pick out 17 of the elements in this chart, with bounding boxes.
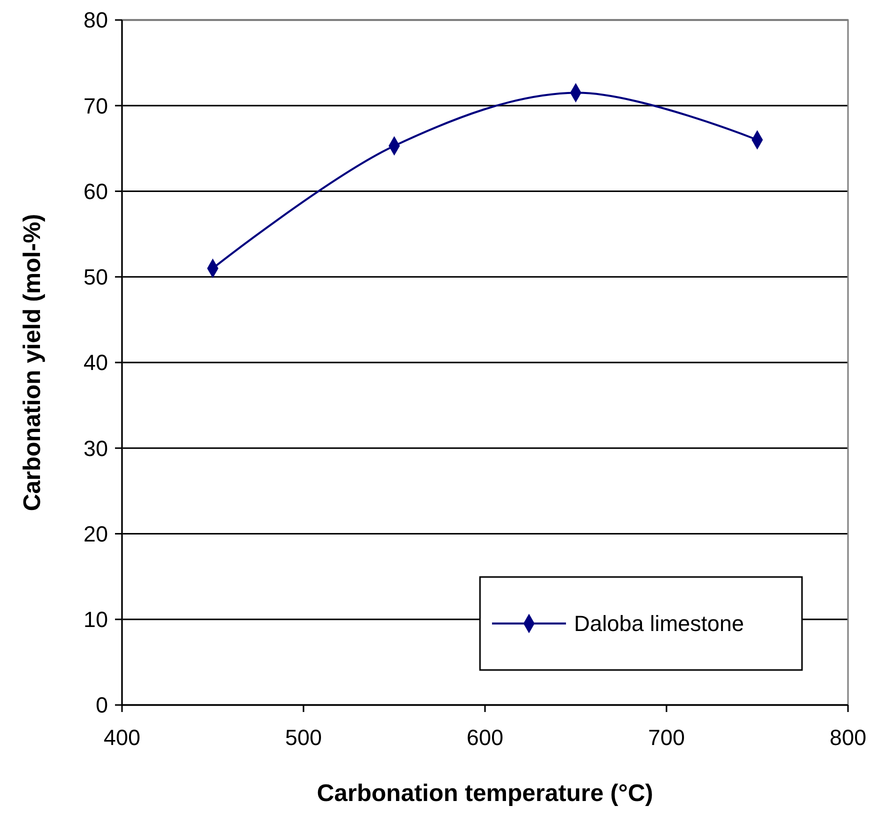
y-tick-label: 40 — [84, 350, 108, 376]
y-tick-label: 50 — [84, 264, 108, 290]
y-tick-label: 0 — [96, 692, 108, 718]
x-tick-label: 800 — [830, 725, 866, 750]
y-tick-label: 60 — [84, 178, 108, 204]
y-axis-title: Carbonation yield (mol-%) — [19, 214, 46, 512]
x-tick-label: 600 — [466, 725, 504, 750]
y-tick-label: 80 — [84, 8, 108, 33]
x-tick-label: 700 — [648, 725, 685, 750]
x-tick-label: 500 — [285, 725, 322, 750]
y-tick-label: 10 — [84, 607, 108, 632]
legend-label: Daloba limestone — [574, 611, 744, 636]
x-axis-title: Carbonation temperature (°C) — [316, 780, 654, 807]
x-tick-label: 400 — [104, 725, 140, 750]
y-tick-label: 20 — [84, 521, 108, 546]
y-tick-label: 70 — [84, 93, 108, 118]
y-tick-label: 30 — [84, 436, 108, 461]
